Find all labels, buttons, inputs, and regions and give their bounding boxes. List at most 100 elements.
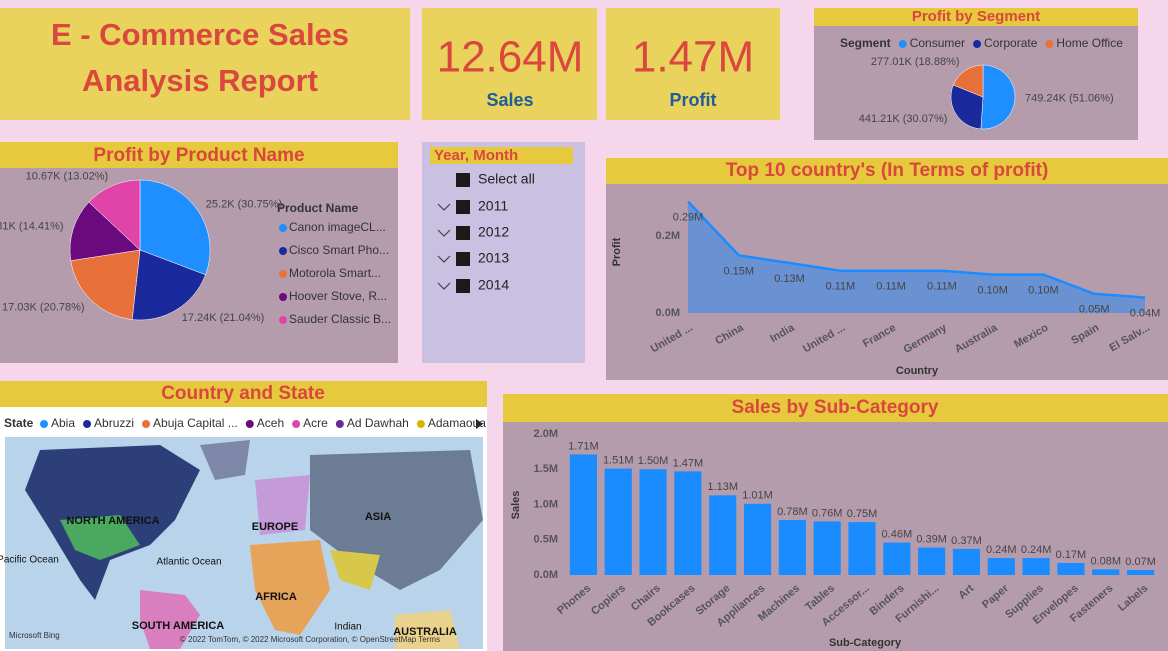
data-label: 0.46M — [882, 528, 913, 540]
europe — [255, 475, 310, 535]
data-label: 1.47M — [673, 457, 704, 469]
y-tick-label: 0.2M — [656, 230, 680, 242]
kpi-label: Profit — [670, 90, 717, 110]
data-label: 25.2K (30.75%) — [206, 198, 282, 210]
data-label: 1.50M — [638, 455, 669, 467]
legend-dot — [292, 420, 301, 428]
panel-header — [606, 158, 1168, 184]
legend-label: Abruzzi — [94, 416, 134, 430]
bar — [1092, 569, 1120, 575]
checkbox[interactable] — [456, 279, 470, 293]
data-label: 1.01M — [742, 490, 773, 502]
data-label: 0.39M — [916, 533, 947, 545]
slicer-item[interactable]: Select all — [478, 171, 535, 187]
legend-dot — [973, 40, 982, 48]
bar — [883, 542, 911, 575]
slicer-item[interactable]: 2014 — [478, 277, 509, 293]
legend-label: Canon imageCL... — [289, 220, 386, 234]
legend-label: Aceh — [257, 416, 284, 430]
legend-dot — [898, 40, 907, 48]
legend-scroll-arrow[interactable] — [476, 419, 483, 429]
pie-slice — [131, 249, 206, 321]
south-america — [140, 590, 200, 649]
slicer-panel — [422, 142, 585, 363]
pie-slice — [950, 84, 984, 130]
legend-label: Hoover Stove, R... — [289, 289, 387, 303]
kpi-label: Sales — [486, 90, 533, 110]
slicer-item[interactable]: 2013 — [478, 250, 509, 266]
pie-slice — [69, 201, 141, 261]
y-axis-label: Sales — [510, 491, 522, 520]
data-label: 0.08M — [1090, 555, 1121, 567]
greenland — [200, 440, 250, 480]
map-label: AUSTRALIA — [393, 626, 457, 638]
bar — [987, 558, 1015, 575]
map-label: Atlantic Ocean — [156, 557, 221, 568]
legend-dot — [279, 224, 287, 232]
legend-dot — [245, 420, 254, 428]
panel-header — [503, 394, 1168, 422]
slicer-header — [430, 147, 573, 164]
data-label: 0.29M — [673, 211, 704, 223]
chevron — [437, 255, 451, 263]
pie-slice — [139, 179, 211, 276]
data-label: 0.76M — [812, 507, 843, 519]
bar — [743, 503, 772, 575]
chart-title: Profit by Segment — [912, 8, 1040, 25]
data-label: 0.11M — [927, 281, 957, 293]
legend-dot — [416, 420, 425, 428]
kpi-value: 1.47M — [632, 33, 754, 82]
bar — [709, 495, 737, 575]
data-label: 17.24K (21.04%) — [182, 312, 265, 324]
bar — [569, 454, 597, 575]
chevron — [437, 203, 451, 211]
chart-title: Profit by Product Name — [93, 145, 304, 166]
map-label: NORTH AMERICA — [66, 515, 159, 527]
checkbox[interactable] — [456, 226, 470, 240]
chart-title: Sales by Sub-Category — [732, 397, 939, 418]
legend-label: Motorola Smart... — [289, 266, 381, 280]
map-label: Indian — [334, 622, 361, 633]
y-tick-label: 1.0M — [534, 498, 558, 510]
legend-dot — [279, 270, 287, 278]
bar — [778, 520, 806, 575]
bar — [1057, 563, 1085, 575]
legend-label: Ad Dawhah — [347, 416, 409, 430]
bar — [1022, 558, 1050, 575]
line — [687, 200, 1146, 299]
legend-label: Adamaoua — [428, 416, 486, 430]
data-label: 0.24M — [986, 544, 1017, 556]
data-label: 0.05M — [1079, 304, 1110, 316]
map-title: Country and State — [161, 383, 325, 404]
legend-dot — [83, 420, 92, 428]
australia — [395, 610, 460, 649]
checkbox[interactable] — [456, 252, 470, 266]
legend-label: Acre — [303, 416, 328, 430]
x-axis-label: Country — [896, 365, 939, 377]
data-label: 1.13M — [707, 481, 738, 493]
area — [688, 201, 1145, 313]
report-title: E - Commerce Sales — [51, 17, 349, 52]
panel-header — [0, 381, 487, 407]
map-label: SOUTH AMERICA — [132, 620, 225, 632]
y-tick-label: 1.5M — [534, 463, 558, 475]
bar — [848, 522, 876, 575]
data-label: 0.10M — [1028, 284, 1059, 296]
map-provider: Microsoft Bing — [9, 631, 60, 640]
y-tick-label: 0.5M — [534, 534, 558, 546]
region — [60, 515, 140, 560]
pie-slice — [88, 179, 141, 251]
map-attribution: © 2022 TomTom, © 2022 Microsoft Corporat… — [180, 635, 440, 644]
slicer-item[interactable]: 2012 — [478, 224, 509, 240]
checkbox[interactable] — [456, 200, 470, 214]
checkbox[interactable] — [456, 173, 470, 187]
map-label: Pacific Ocean — [0, 555, 59, 566]
map — [5, 437, 483, 649]
slicer-item[interactable]: 2011 — [478, 198, 508, 214]
map-legend-title: State — [4, 416, 34, 430]
bar — [639, 469, 667, 575]
y-tick-label: 0.0M — [656, 307, 680, 319]
kpi-card — [422, 8, 597, 120]
